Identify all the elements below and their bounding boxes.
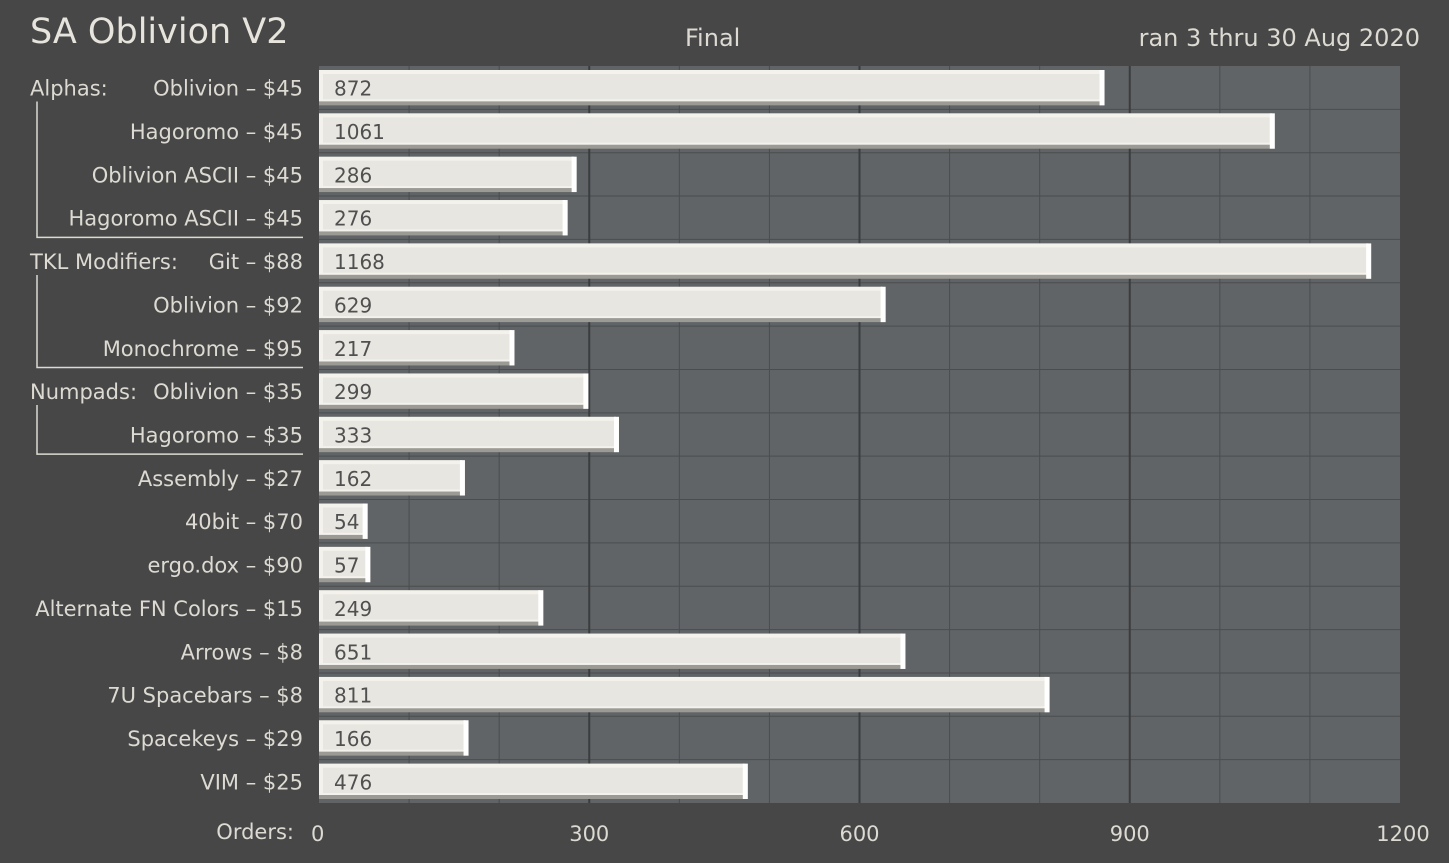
bar-value-label: 299 bbox=[334, 380, 372, 404]
bar: 299 bbox=[319, 373, 589, 409]
bar: 217 bbox=[319, 330, 515, 366]
x-tick-label: 900 bbox=[1110, 822, 1150, 846]
bar-value-label: 476 bbox=[334, 770, 372, 794]
category-label: Monochrome – $95 bbox=[103, 337, 303, 361]
category-label: 40bit – $70 bbox=[185, 510, 303, 534]
bar: 249 bbox=[319, 590, 544, 626]
category-label: VIM – $25 bbox=[200, 770, 303, 794]
category-label: Arrows – $8 bbox=[181, 640, 303, 664]
category-label: Oblivion – $45 bbox=[153, 77, 303, 101]
bar: 629 bbox=[319, 286, 886, 323]
chart-title: SA Oblivion V2 bbox=[30, 12, 289, 52]
bar-value-label: 1168 bbox=[334, 250, 385, 274]
bars: 872 1061 286 276 1168 629 217 299 333 162 54 57 249 6… bbox=[319, 70, 1372, 799]
bar: 872 bbox=[319, 70, 1105, 106]
x-tick-label: 1200 bbox=[1376, 822, 1429, 846]
category-label: Oblivion ASCII – $45 bbox=[92, 163, 303, 187]
bar-value-label: 54 bbox=[334, 510, 359, 534]
category-label: 7U Spacebars – $8 bbox=[107, 684, 303, 708]
bar: 476 bbox=[319, 763, 748, 799]
bar-value-label: 629 bbox=[334, 293, 372, 317]
category-labels: Oblivion – $45 Hagoromo – $45 Oblivion ASC… bbox=[35, 77, 303, 795]
group-label: Numpads: bbox=[30, 380, 137, 404]
group-bracket bbox=[36, 101, 303, 239]
chart-subtitle: Final bbox=[685, 24, 741, 52]
date-range: ran 3 thru 30 Aug 2020 bbox=[1138, 24, 1420, 52]
x-axis-ticks: 0 300 600 900 1200 bbox=[311, 822, 1430, 846]
category-label: Hagoromo – $45 bbox=[130, 120, 303, 144]
bar: 1168 bbox=[319, 243, 1372, 279]
bar-value-label: 651 bbox=[334, 640, 372, 664]
bar-value-label: 286 bbox=[334, 163, 372, 187]
x-tick-label: 0 bbox=[311, 822, 324, 846]
category-label: Oblivion – $92 bbox=[153, 293, 303, 317]
bar: 811 bbox=[319, 676, 1050, 713]
bar-value-label: 162 bbox=[334, 467, 372, 491]
bar: 162 bbox=[319, 460, 465, 496]
x-axis-label: Orders: bbox=[216, 820, 294, 844]
group-labels: Alphas: TKL Modifiers: Numpads: bbox=[29, 77, 303, 455]
category-label: Spacekeys – $29 bbox=[127, 727, 303, 751]
category-label: Hagoromo – $35 bbox=[130, 424, 303, 448]
bar-value-label: 1061 bbox=[334, 120, 385, 144]
bar-value-label: 249 bbox=[334, 597, 372, 621]
bar: 651 bbox=[319, 633, 906, 669]
group-label: TKL Modifiers: bbox=[29, 250, 178, 274]
bar-value-label: 333 bbox=[334, 424, 372, 448]
bar: 57 bbox=[319, 546, 371, 583]
bar-value-label: 217 bbox=[334, 337, 372, 361]
x-tick-label: 600 bbox=[839, 822, 879, 846]
category-label: Git – $88 bbox=[209, 250, 303, 274]
category-label: Oblivion – $35 bbox=[153, 380, 303, 404]
bar-value-label: 872 bbox=[334, 77, 372, 101]
bar: 54 bbox=[319, 503, 368, 539]
bar: 333 bbox=[319, 416, 619, 453]
group-bracket bbox=[36, 274, 303, 369]
bar-value-label: 57 bbox=[334, 554, 359, 578]
bar: 1061 bbox=[319, 113, 1275, 149]
category-label: Alternate FN Colors – $15 bbox=[35, 597, 303, 621]
x-tick-label: 300 bbox=[569, 822, 609, 846]
bar: 276 bbox=[319, 200, 568, 236]
bar-value-label: 166 bbox=[334, 727, 372, 751]
bar: 166 bbox=[319, 720, 469, 756]
bar: 286 bbox=[319, 156, 577, 193]
category-label: Hagoromo ASCII – $45 bbox=[68, 207, 303, 231]
group-label: Alphas: bbox=[30, 77, 108, 101]
category-label: Assembly – $27 bbox=[138, 467, 303, 491]
category-label: ergo.dox – $90 bbox=[147, 554, 303, 578]
group-bracket bbox=[36, 405, 303, 455]
bar-value-label: 811 bbox=[334, 684, 372, 708]
bar-value-label: 276 bbox=[334, 207, 372, 231]
